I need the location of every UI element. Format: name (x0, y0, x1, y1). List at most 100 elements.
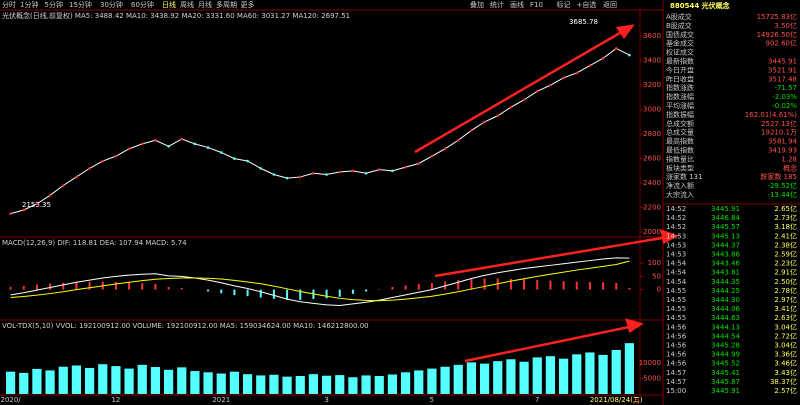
trade-time: 14:55 (666, 305, 686, 313)
toolbar-tab[interactable]: 5分钟 (45, 0, 63, 9)
toolbar-tab[interactable]: 1分钟 (20, 0, 38, 9)
toolbar-tab[interactable]: 更多 (241, 0, 255, 9)
trade-time: 14:56 (666, 332, 687, 340)
trade-amount: 2.63亿 (774, 313, 797, 322)
volume-bar (124, 368, 134, 394)
toolbar-tab[interactable]: 周线 (180, 0, 194, 9)
trade-price: 3445.87 (711, 378, 740, 386)
trade-price: 3444.35 (711, 278, 740, 286)
trade-amount: 2.72亿 (774, 331, 797, 340)
trade-amount: 2.73亿 (774, 213, 797, 222)
trade-time: 14:55 (666, 296, 686, 304)
volume-bar (348, 377, 358, 394)
toolbar-tool[interactable]: 返回 (603, 1, 617, 9)
arrow (414, 28, 626, 154)
trade-price: 3446.84 (711, 214, 740, 222)
price-point (364, 171, 368, 175)
volume-bar (374, 376, 384, 394)
info-value: 跌家数 185 (760, 172, 797, 181)
trade-price: 3445.41 (711, 369, 740, 377)
y-tick-label: 3400 (643, 57, 661, 65)
price-point (430, 154, 434, 158)
volume-bar (45, 370, 55, 394)
toolbar-tab[interactable]: 30分钟 (100, 0, 123, 9)
volume-bar (282, 376, 292, 394)
volume-bar (269, 374, 279, 394)
trade-time: 14:57 (666, 369, 686, 377)
price-point (351, 169, 355, 173)
info-value: 3445.91 (768, 58, 797, 66)
date-label: 12 (111, 396, 120, 404)
price-point (312, 171, 315, 175)
toolbar-tab[interactable]: 多周期 (216, 0, 237, 9)
volume-bar (387, 374, 398, 394)
info-label: 最新指数 (666, 57, 694, 66)
info-label: 昨日收盘 (666, 74, 694, 83)
info-label: 总成交额 (666, 119, 694, 128)
toolbar-tab[interactable]: 日线 (162, 0, 176, 9)
date-label: 5 (430, 396, 434, 404)
trade-price: 3444.06 (711, 305, 740, 313)
info-label: 板块类型 (666, 163, 694, 172)
info-label: 指数振幅 (666, 110, 694, 119)
toolbar-tool[interactable]: 统计 (490, 0, 504, 9)
trade-price: 3444.54 (711, 332, 740, 340)
volume-bar (611, 349, 621, 394)
volume-bar (295, 376, 305, 394)
volume-bar (585, 352, 595, 394)
volume-bar (493, 361, 503, 394)
info-value: 15725.83亿 (757, 12, 797, 21)
y-tick-label: 2200 (643, 204, 661, 212)
price-point (167, 145, 170, 148)
info-value: 3521.91 (768, 66, 797, 74)
trade-amount: 3.18亿 (774, 222, 797, 231)
trade-price: 3445.13 (711, 232, 740, 240)
volume-bar (163, 369, 174, 394)
toolbar-tool[interactable]: 叠加 (470, 0, 484, 9)
trade-time: 14:53 (666, 232, 686, 240)
volume-bar (137, 364, 147, 394)
trade-amount: 2.97亿 (774, 295, 797, 304)
trade-amount: 2.78亿 (774, 286, 797, 295)
volume-bar (361, 375, 371, 394)
price-point (285, 176, 289, 180)
y-tick-label: 0 (657, 286, 661, 294)
toolbar-tab[interactable]: 15分钟 (69, 0, 92, 9)
info-label: 指数涨跌 (666, 83, 694, 92)
info-value: -0.02% (772, 102, 797, 110)
info-value: -2.03% (772, 93, 797, 101)
toolbar-tab[interactable]: 分时 (2, 0, 16, 9)
info-label: 今日开盘 (666, 65, 694, 74)
volume-bar (19, 372, 29, 394)
info-value: 概念 (783, 163, 797, 172)
volume-bar (506, 359, 516, 394)
trade-amount: 3.04亿 (774, 341, 797, 350)
trade-amount: 2.38亿 (774, 240, 797, 249)
volume-bar (58, 366, 68, 394)
price-line (10, 47, 630, 215)
volume-bar (545, 356, 556, 394)
trade-time: 14:56 (666, 342, 687, 350)
trade-amount: 3.41亿 (774, 304, 797, 313)
info-label: 总成交量 (666, 128, 694, 137)
toolbar-tool[interactable]: F10 (530, 1, 543, 9)
info-label: 涨家数 131 (666, 172, 703, 181)
y-tick-label: 2600 (643, 155, 661, 163)
toolbar-tool[interactable]: +自选 (577, 0, 597, 9)
toolbar-tool[interactable]: 画线 (510, 0, 524, 9)
trade-price: 3444.63 (711, 314, 740, 322)
volume-bar (558, 358, 569, 394)
price-point (75, 175, 78, 179)
volume-bar (400, 372, 411, 394)
trade-price: 3444.13 (711, 323, 740, 331)
info-value: -71.57 (774, 84, 797, 92)
info-value: 19210.1万 (761, 129, 797, 137)
volume-bar (177, 367, 187, 394)
info-value: 3581.94 (768, 138, 797, 146)
toolbar-tool[interactable]: 标记 (557, 0, 571, 9)
price-point (48, 193, 52, 197)
toolbar-tab[interactable]: 月线 (198, 0, 212, 9)
price-point (470, 129, 473, 132)
toolbar-tab[interactable]: 60分钟 (131, 0, 154, 9)
